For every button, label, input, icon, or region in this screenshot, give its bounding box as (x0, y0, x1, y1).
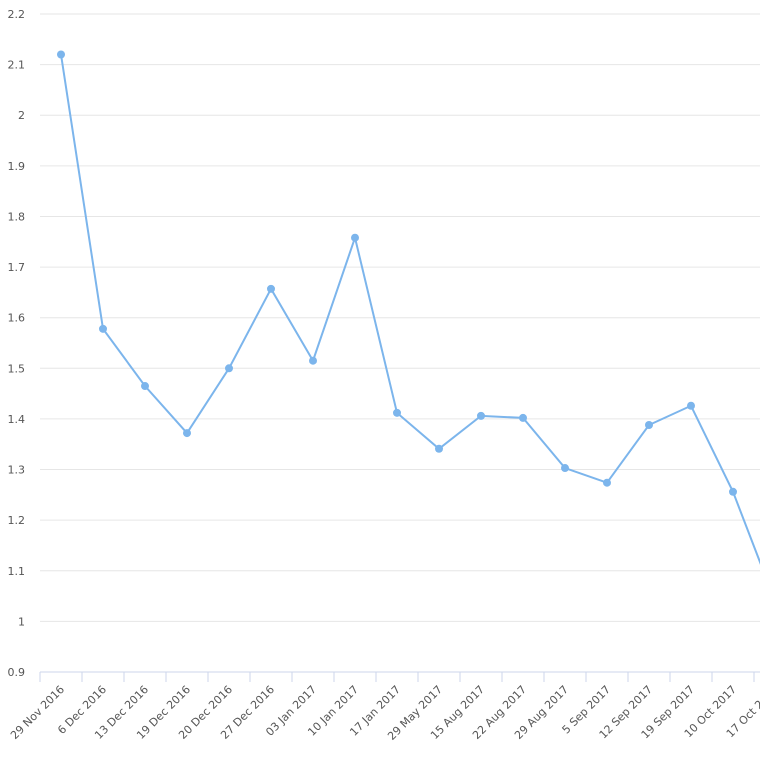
point (729, 487, 737, 496)
point (687, 401, 695, 410)
x-tick-label: 29 Nov 2016 (8, 683, 67, 742)
line (60, 54, 760, 565)
point (351, 233, 359, 242)
y-tick-label: 1.9 (8, 160, 26, 173)
point (183, 429, 191, 438)
point (645, 420, 653, 429)
point (225, 364, 233, 373)
point (477, 411, 485, 420)
y-tick-label: 1.5 (8, 362, 26, 375)
y-tick-label: 2 (18, 109, 25, 122)
y-tick-label: 1.7 (8, 261, 26, 274)
y-tick-label: 1.8 (8, 210, 26, 223)
y-tick-label: 2.2 (8, 8, 26, 21)
point (393, 408, 401, 417)
y-tick-label: 1.1 (8, 565, 26, 578)
point (57, 50, 65, 59)
point (603, 478, 611, 487)
point (309, 356, 317, 365)
y-tick-label: 2.1 (8, 59, 26, 72)
point (561, 464, 569, 473)
y-tick-label: 1.3 (8, 464, 26, 477)
point (99, 324, 107, 333)
y-tick-label: 0.9 (8, 666, 26, 679)
point (435, 444, 443, 453)
y-tick-label: 1 (18, 615, 25, 628)
point (519, 413, 527, 422)
y-tick-label: 1.2 (8, 514, 26, 527)
point (141, 382, 149, 391)
point (267, 284, 275, 293)
y-tick-label: 1.6 (8, 312, 26, 325)
y-tick-label: 1.4 (8, 413, 26, 426)
